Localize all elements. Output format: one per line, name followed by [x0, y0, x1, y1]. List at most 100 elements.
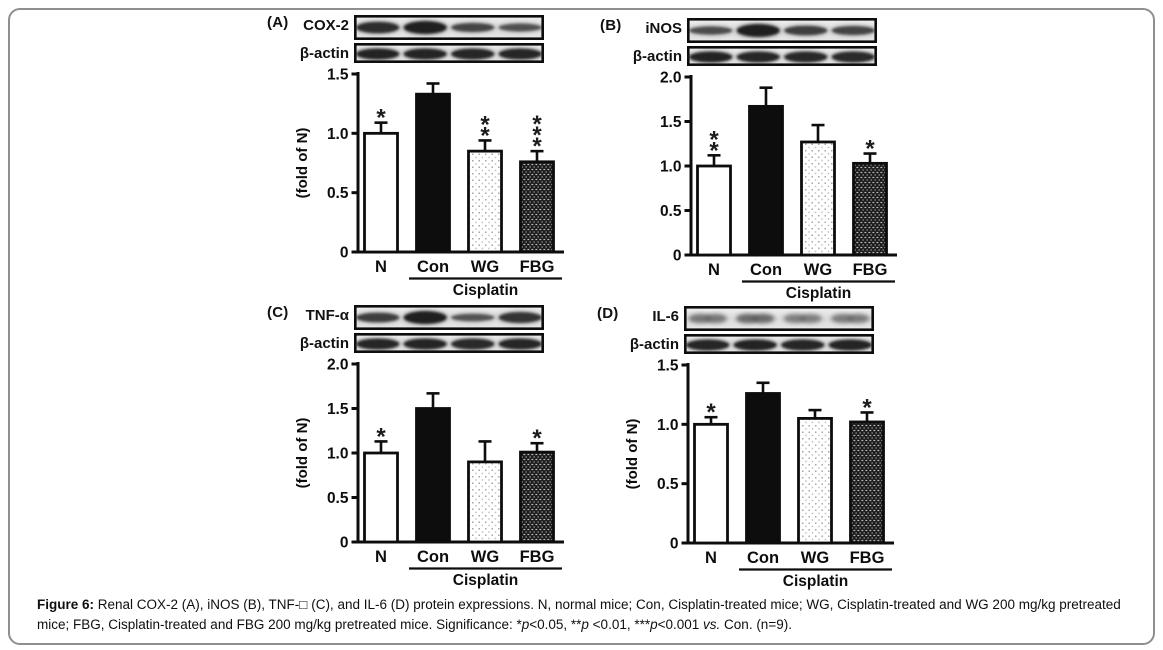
- blot-band-halo: [449, 336, 496, 352]
- caption-segment: p: [521, 617, 530, 632]
- panel-letter: (C): [267, 304, 289, 321]
- bar-FBG: [519, 450, 555, 544]
- blot-band-halo: [735, 49, 782, 65]
- significance-star-N: *: [709, 126, 719, 153]
- bar-WG: [797, 417, 833, 545]
- x-label-WG: WG: [471, 548, 499, 566]
- caption-segment: Renal COX-2 (A), iNOS (B), TNF-□ (C), an…: [37, 597, 1121, 632]
- western-blot-protein: [686, 17, 877, 43]
- western-blot-loading-control: [353, 332, 544, 353]
- y-tick-label: 1.5: [660, 114, 682, 131]
- bar-N: [696, 164, 732, 257]
- loading-control-label: β-actin: [629, 336, 679, 353]
- western-blot-protein: [353, 304, 544, 330]
- cisplatin-label: Cisplatin: [786, 285, 851, 302]
- significance-star-FBG: *: [532, 122, 542, 149]
- caption-segment: p: [581, 617, 589, 632]
- x-label-N: N: [375, 548, 387, 566]
- significance-star-FBG: *: [862, 394, 872, 421]
- y-axis-title: (fold of N): [624, 419, 641, 490]
- figure-border: [8, 8, 1155, 645]
- cisplatin-label: Cisplatin: [453, 282, 518, 299]
- blot-band-halo: [687, 49, 734, 65]
- protein-label: IL-6: [652, 308, 679, 325]
- caption-segment: Figure 6:: [37, 597, 95, 612]
- blot-band-halo: [830, 23, 877, 38]
- blot-band-halo: [449, 46, 496, 62]
- blot-band-halo: [827, 337, 874, 353]
- bar-chart: 0 0.5 1.0 1.5 2.0 * * N Con WG * FBG Cisplatin: [596, 70, 906, 311]
- bar-chart: 0 0.5 1.0 1.5 2.0 (fold of N) * N Con WG * FBG Cispl…: [263, 357, 573, 598]
- bar-FBG: [852, 161, 888, 257]
- bar-WG: [800, 140, 836, 257]
- x-label-N: N: [375, 258, 387, 276]
- blot-band-halo: [782, 49, 829, 65]
- blot-band-halo: [449, 311, 496, 324]
- x-label-FBG: FBG: [853, 261, 888, 279]
- blot-band-halo: [735, 22, 782, 39]
- caption-segment: <0.05, **: [529, 617, 582, 632]
- significance-star-FBG: *: [532, 425, 542, 452]
- x-label-FBG: FBG: [520, 258, 555, 276]
- y-tick-label: 0: [670, 536, 679, 553]
- panel-letter: (A): [267, 14, 289, 31]
- western-blot-loading-control: [686, 45, 877, 66]
- bar-Con: [415, 407, 451, 544]
- caption-segment: <0.001: [657, 617, 704, 632]
- y-tick-label: 1.0: [657, 417, 679, 434]
- y-tick-label: 1.5: [327, 401, 349, 418]
- significance-star-WG: *: [480, 111, 490, 138]
- bar-FBG: [849, 420, 885, 545]
- caption-segment: <0.01, ***: [588, 617, 651, 632]
- panel-A: (A) COX-2 β-actin 0 0.5 1.0 1.5 (fold of N) *…: [263, 12, 573, 312]
- y-axis-title: (fold of N): [294, 418, 311, 489]
- blot-band-halo: [684, 337, 731, 353]
- bar-chart: 0 0.5 1.0 1.5 (fold of N) * N Con * * WG * * * FBG Cisp…: [263, 67, 573, 308]
- bar-Con: [415, 92, 451, 254]
- blot-image: [683, 333, 874, 354]
- cisplatin-label: Cisplatin: [453, 572, 518, 589]
- blot-band-halo: [402, 19, 449, 36]
- significance-star-N: *: [376, 105, 386, 132]
- western-blot-protein: [353, 14, 544, 40]
- panel-letter: (B): [600, 17, 622, 34]
- blot-band: [736, 314, 775, 323]
- y-tick-label: 0.5: [327, 185, 349, 202]
- blot-band: [688, 314, 727, 323]
- x-label-WG: WG: [801, 549, 829, 567]
- blot-band: [783, 314, 822, 323]
- blot-band-halo: [402, 336, 449, 352]
- bar-N: [363, 451, 399, 544]
- significance-star-FBG: *: [532, 133, 542, 160]
- cisplatin-label: Cisplatin: [783, 573, 848, 590]
- y-tick-label: 0.5: [327, 490, 349, 507]
- bar-N: [363, 131, 399, 254]
- panel-B: (B) iNOS β-actin 0 0.5 1.0 1.5 2.0 * * N Con WG * F…: [596, 15, 906, 315]
- blot-band-halo: [782, 23, 829, 38]
- significance-star-WG: *: [480, 122, 490, 149]
- blot-band-halo: [497, 46, 544, 62]
- y-tick-label: 2.0: [660, 71, 682, 87]
- y-tick-label: 1.0: [660, 159, 682, 176]
- blot-image: [686, 45, 877, 66]
- significance-star-FBG: *: [532, 111, 542, 138]
- bar-chart-svg: 0 0.5 1.0 1.5 (fold of N) * N Con WG * FBGCisplati…: [624, 358, 894, 590]
- significance-star-FBG: *: [865, 136, 875, 163]
- y-tick-label: 0.5: [660, 203, 682, 220]
- x-label-WG: WG: [471, 258, 499, 276]
- bar-FBG: [519, 160, 555, 254]
- blot-image: [353, 332, 544, 353]
- y-tick-label: 0: [673, 248, 682, 265]
- blot-band-halo: [497, 336, 544, 352]
- blot-band-halo: [687, 24, 734, 37]
- panel-letter: (D): [597, 305, 619, 322]
- protein-label: TNF-α: [305, 307, 349, 324]
- x-label-WG: WG: [804, 261, 832, 279]
- x-label-N: N: [705, 549, 717, 567]
- blot-band-halo: [497, 310, 544, 325]
- x-label-N: N: [708, 261, 720, 279]
- bar-Con: [745, 392, 781, 545]
- x-label-FBG: FBG: [850, 549, 885, 567]
